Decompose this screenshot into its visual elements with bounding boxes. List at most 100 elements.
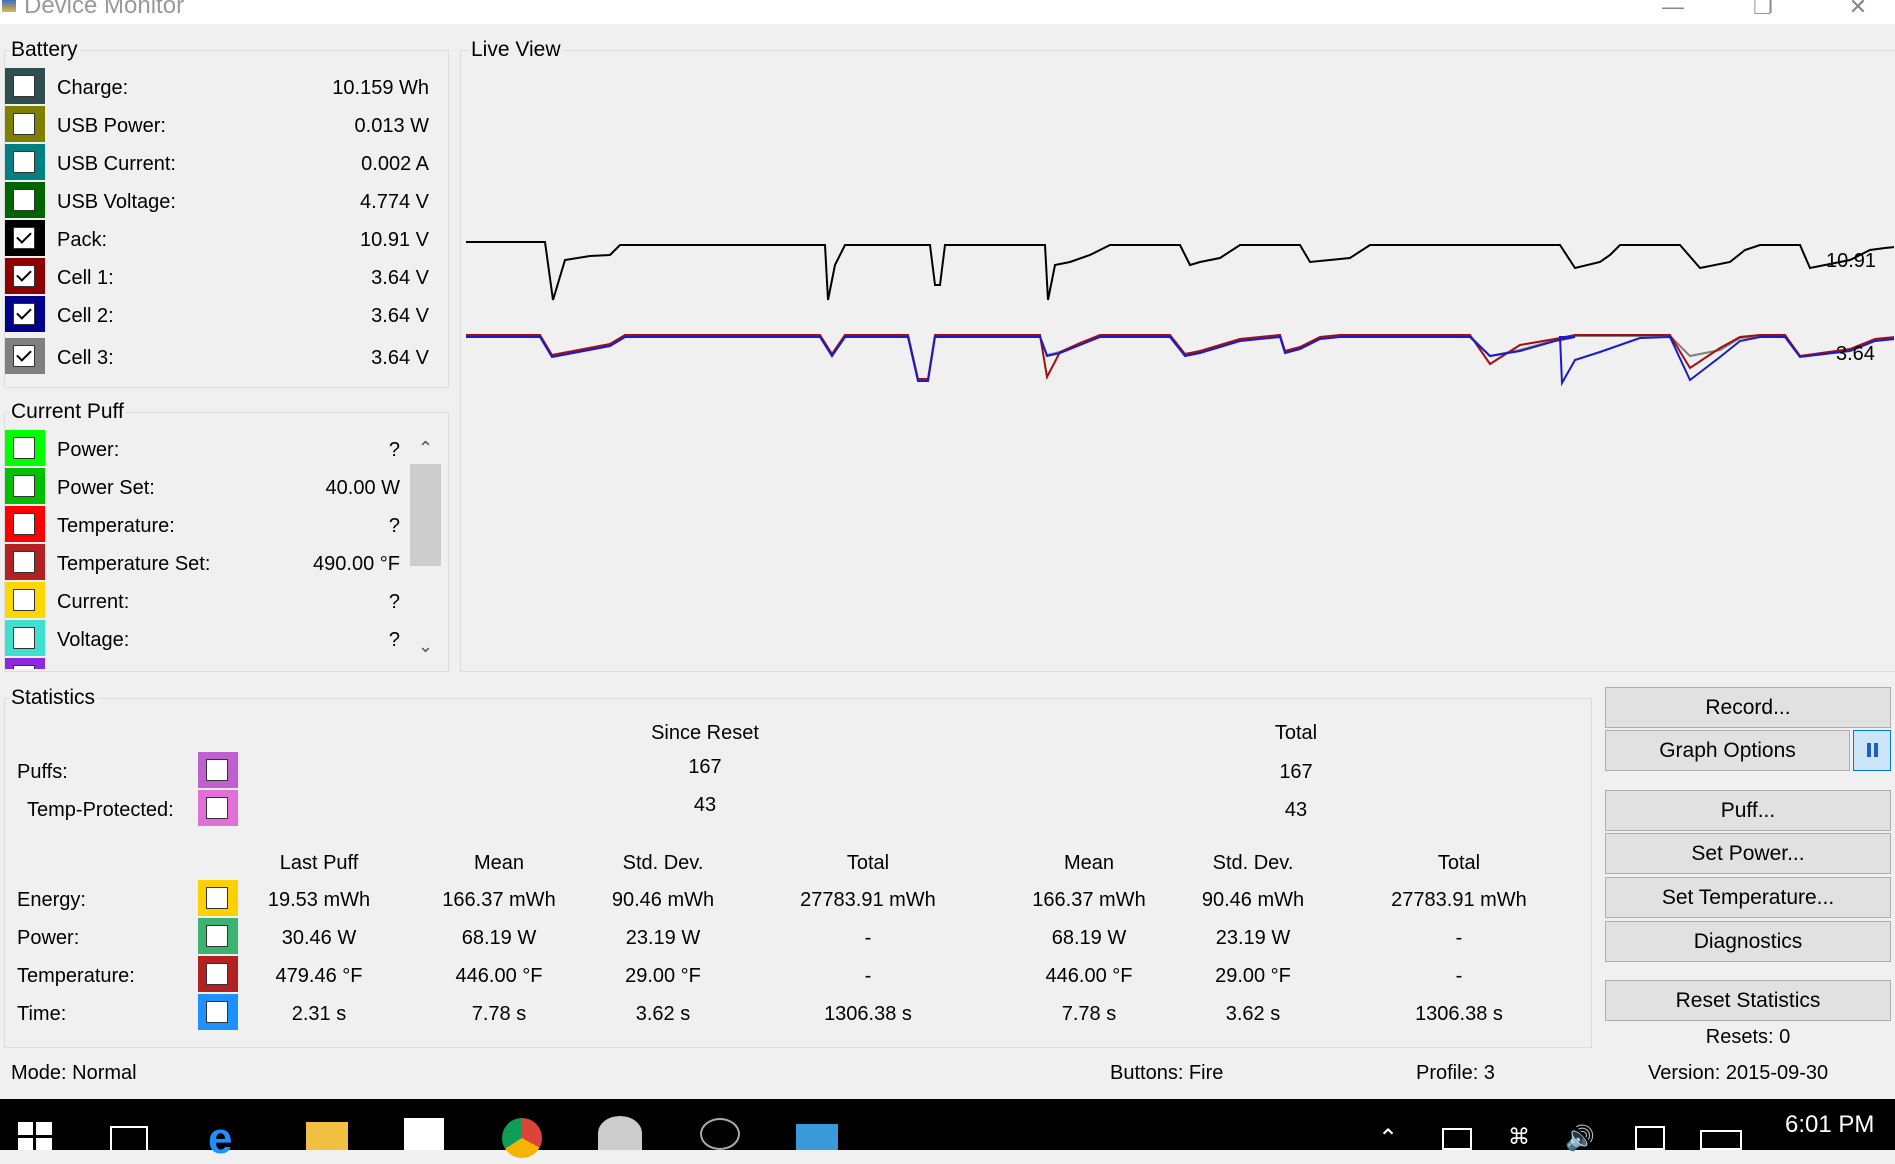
stat-cell: 29.00 °F — [625, 965, 701, 987]
puff-button[interactable]: Puff... — [1605, 790, 1891, 831]
volume-icon[interactable]: 🔊 — [1565, 1125, 1595, 1152]
battery-color-checkbox[interactable] — [5, 182, 45, 218]
scroll-up-icon[interactable]: ⌃ — [418, 438, 434, 458]
paint-icon[interactable] — [598, 1116, 642, 1150]
puff-color-checkbox[interactable] — [5, 468, 45, 504]
show-hidden-icons-icon[interactable]: ⌃ — [1378, 1125, 1399, 1152]
stat-color-checkbox[interactable] — [198, 918, 238, 954]
puff-row-label: Power Set: — [57, 477, 155, 499]
stat-color-checkbox[interactable] — [198, 956, 238, 992]
checkbox[interactable] — [13, 551, 35, 573]
battery-row-value: 3.64 V — [371, 305, 429, 327]
action-center-icon[interactable] — [1635, 1126, 1665, 1150]
battery-color-checkbox[interactable] — [5, 220, 45, 256]
task-view-icon[interactable] — [110, 1126, 148, 1150]
checkbox[interactable] — [13, 265, 35, 287]
checkbox[interactable] — [13, 513, 35, 535]
chrome-icon[interactable] — [502, 1118, 542, 1158]
start-icon[interactable] — [18, 1122, 52, 1150]
checkbox[interactable] — [206, 1001, 228, 1023]
stat-column-header: Total — [846, 852, 890, 874]
checkbox[interactable] — [13, 227, 35, 249]
checkbox[interactable] — [13, 627, 35, 649]
stat-column-header: Total — [1437, 852, 1481, 874]
checkbox[interactable] — [13, 189, 35, 211]
stat-color-checkbox[interactable] — [198, 994, 238, 1030]
battery-row-value: 0.013 W — [354, 115, 429, 137]
checkbox[interactable] — [13, 303, 35, 325]
battery-color-checkbox[interactable] — [5, 338, 45, 374]
device-monitor-app-icon[interactable] — [796, 1124, 838, 1150]
battery-color-checkbox[interactable] — [5, 68, 45, 104]
file-explorer-icon[interactable] — [306, 1122, 348, 1150]
scrollbar[interactable]: ⌃ ⌄ — [410, 432, 441, 668]
battery-row-value: 3.64 V — [371, 347, 429, 369]
pause-icon — [1867, 743, 1871, 757]
stat-row-label: Time: — [17, 1003, 67, 1025]
stat-column-header: Mean — [1063, 852, 1115, 874]
puff-color-checkbox[interactable] — [5, 658, 45, 669]
wifi-icon[interactable]: ⌘ — [1508, 1124, 1530, 1149]
keyboard-icon[interactable] — [1700, 1130, 1742, 1150]
checkbox[interactable] — [13, 437, 35, 459]
clock[interactable]: 6:01 PM — [1785, 1111, 1875, 1138]
since-reset-header: Since Reset — [651, 722, 759, 744]
minimize-icon[interactable]: — — [1662, 0, 1684, 19]
stat-color-checkbox[interactable] — [198, 880, 238, 916]
checkbox[interactable] — [206, 887, 228, 909]
checkbox[interactable] — [206, 925, 228, 947]
puff-row-value: ? — [388, 515, 400, 537]
set-temperature-button[interactable]: Set Temperature... — [1605, 877, 1891, 918]
checkbox[interactable] — [13, 589, 35, 611]
checkbox[interactable] — [206, 963, 228, 985]
graph-options-button[interactable]: Graph Options — [1605, 730, 1850, 771]
current-puff-list: Power:? Power Set: 40.00 W Temperature:? Tem… — [5, 425, 410, 669]
puff-color-checkbox[interactable] — [5, 582, 45, 618]
edge-icon[interactable]: e — [208, 1114, 233, 1163]
puff-row-label: Temperature: — [57, 515, 175, 537]
puff-color-checkbox[interactable] — [5, 544, 45, 580]
record-button[interactable]: Record... — [1605, 687, 1891, 728]
temp-protected-label: Temp-Protected: — [27, 799, 174, 821]
battery-row-label: USB Power: — [57, 115, 166, 137]
restore-icon[interactable]: ❐ — [1753, 0, 1773, 19]
checkbox[interactable] — [13, 75, 35, 97]
scrollbar-thumb[interactable] — [410, 464, 441, 566]
stat-cell: - — [864, 927, 872, 949]
temp-protected-color-checkbox[interactable] — [198, 790, 238, 826]
stat-cell: 23.19 W — [1215, 927, 1291, 949]
battery-row-label: Cell 2: — [57, 305, 114, 327]
puff-color-checkbox[interactable] — [5, 506, 45, 542]
atom-icon[interactable] — [700, 1118, 740, 1150]
puff-row-label: Power: — [57, 439, 120, 461]
puff-color-checkbox[interactable] — [5, 430, 45, 466]
puff-row-value: ? — [388, 591, 400, 613]
store-icon[interactable] — [404, 1118, 444, 1150]
set-power-button[interactable]: Set Power... — [1605, 833, 1891, 874]
stat-cell: - — [1455, 965, 1463, 987]
puff-row-label: Current: — [57, 591, 130, 613]
stat-row-label: Temperature: — [17, 965, 135, 987]
title-bar: Device Monitor — ❐ ✕ — [0, 0, 1895, 24]
scroll-down-icon[interactable]: ⌄ — [418, 636, 434, 656]
reset-statistics-button[interactable]: Reset Statistics — [1605, 980, 1891, 1021]
checkbox[interactable] — [13, 113, 35, 135]
checkbox[interactable] — [13, 345, 35, 367]
battery-color-checkbox[interactable] — [5, 106, 45, 142]
battery-color-checkbox[interactable] — [5, 258, 45, 294]
pause-button[interactable] — [1853, 730, 1891, 771]
pack-value-label: 10.91 — [1826, 250, 1877, 272]
puffs-color-checkbox[interactable] — [198, 752, 238, 788]
pack-trace — [466, 241, 1894, 301]
battery-color-checkbox[interactable] — [5, 296, 45, 332]
status-profile: Profile: 3 — [1416, 1062, 1495, 1084]
battery-tray-icon[interactable] — [1442, 1128, 1472, 1150]
puff-color-checkbox[interactable] — [5, 620, 45, 656]
checkbox[interactable] — [13, 475, 35, 497]
stat-cell: 27783.91 mWh — [800, 889, 936, 911]
close-icon[interactable]: ✕ — [1848, 0, 1868, 19]
checkbox[interactable] — [13, 151, 35, 173]
battery-color-checkbox[interactable] — [5, 144, 45, 180]
checkbox[interactable] — [13, 665, 35, 669]
diagnostics-button[interactable]: Diagnostics — [1605, 921, 1891, 962]
